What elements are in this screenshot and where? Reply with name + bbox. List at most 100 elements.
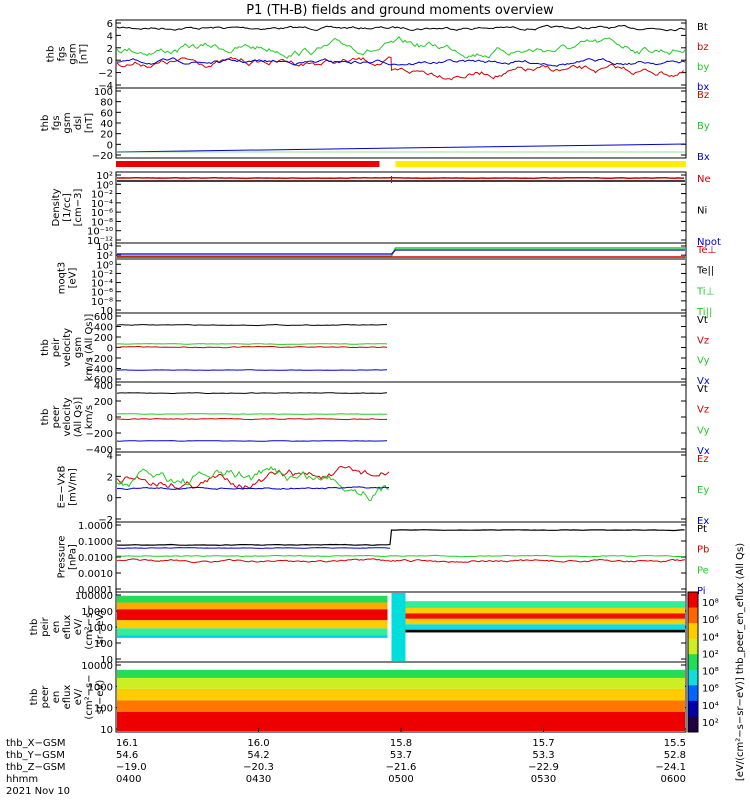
y-axis-label: thb (40, 339, 51, 356)
y-tick-label: 10⁻⁴ (91, 279, 113, 290)
y-tick-label: 0.0001 (78, 585, 113, 596)
colorbar-swatch (688, 716, 698, 733)
colorbar-swatch (688, 685, 698, 702)
y-axis-label: [nT] (79, 44, 90, 64)
spectro-band (117, 677, 685, 689)
mode-bar (116, 161, 686, 167)
colorbar-swatch (688, 638, 698, 655)
y-tick-label: 20 (100, 130, 113, 141)
y-tick-label: 10⁻⁴ (91, 199, 113, 210)
spectro-band (117, 602, 388, 610)
panel-temp-traces (117, 247, 685, 260)
y-axis-label: [nT] (84, 113, 95, 133)
legend-pt: Pt (697, 524, 707, 535)
y-axis-label: thb (40, 115, 51, 132)
panel-frame (115, 521, 687, 593)
y-tick-label: 10⁻⁶ (91, 288, 113, 299)
x-row-label: thb_Z−GSM (6, 762, 66, 773)
series-bx (117, 57, 686, 67)
y-tick-label: 400 (94, 323, 113, 334)
legend-bt: Bt (697, 22, 708, 33)
series-tiperp (117, 249, 685, 255)
y-tick-label: 10000 (81, 661, 113, 672)
legend-vz: Vz (697, 335, 709, 346)
panel-fgs-dsl-traces (116, 143, 686, 153)
y-tick-label: 100 (94, 704, 113, 715)
y-tick-label: 10⁻² (91, 190, 113, 201)
y-axis-label: eflux (62, 615, 73, 640)
colorbar-tick-label: 10² (702, 649, 719, 660)
spectrogram-peir (117, 593, 685, 661)
y-axis-label: km/s (All Qs)] (84, 314, 95, 382)
legend-pe: Pe (697, 565, 709, 576)
series-bt (116, 24, 686, 32)
spectro-band (405, 613, 685, 619)
y-tick-label: 400 (94, 381, 113, 392)
y-tick-label: 10⁰ (96, 180, 113, 191)
y-axis-label: gsm (68, 43, 79, 64)
y-tick-label: 0 (107, 140, 113, 151)
y-axis-label: peer (51, 405, 62, 429)
panel-peer-vel-traces (116, 392, 388, 442)
legend-pb: Pb (697, 545, 709, 556)
legend-te||: Te|| (696, 266, 714, 277)
x-tick-hhmm: 0400 (116, 774, 141, 785)
spectro-band (405, 607, 685, 614)
series-vz-peir (116, 345, 388, 349)
y-axis-label: [mV/m] (68, 468, 79, 506)
y-tick-label: −200 (86, 354, 113, 365)
x-tick-y-gsm: 54.6 (116, 750, 138, 761)
legend-vy: Vy (697, 356, 710, 367)
series-vz-peer (116, 417, 387, 421)
panel-pressure: 1.0000 0.1000 0.0100 0.0010 0.0001 Pressure [n… (57, 521, 710, 597)
y-axis-label: [nPa] (68, 544, 79, 570)
y-axis-label: sr−eV) (95, 680, 106, 715)
legend-bx: Bx (697, 152, 710, 163)
panel-fgs-traces (116, 24, 686, 81)
colorbar-tick-label: 10⁴ (702, 632, 719, 643)
series-vy-peir (117, 343, 388, 345)
x-tick-hhmm: 0430 (246, 774, 271, 785)
y-axis-label: km/s (84, 405, 95, 429)
y-tick-label: 10 (100, 306, 113, 317)
series-vx-peer (116, 440, 388, 442)
legend-ez: Ez (697, 454, 709, 465)
series-ez (116, 465, 390, 490)
panel-frame (115, 451, 687, 523)
y-axis-label: velocity (62, 397, 73, 436)
y-tick-label: 4 (107, 451, 113, 462)
y-axis-label: (cm²−s− (84, 604, 95, 649)
colorbar-label: [eV/(cm²−s−sr−eV)] thb_peer_en_eflux (Al… (735, 543, 746, 781)
spectro-band (405, 624, 685, 630)
y-axis-label: fgs (51, 115, 62, 130)
y-axis-label: Pressure (57, 536, 68, 579)
y-tick-label: 0.0010 (78, 569, 113, 580)
y-tick-label: 10 (100, 655, 113, 666)
y-axis-label: [cm−3] (73, 189, 84, 227)
spectro-band (405, 601, 685, 608)
y-tick-label: 100 (94, 639, 113, 650)
legend-vz: Vz (697, 405, 709, 416)
colorbar-swatch (688, 669, 698, 686)
legend-bz: bz (697, 42, 709, 53)
series-vt-peir (116, 323, 387, 327)
spectro-band (117, 669, 685, 678)
y-tick-label: −20 (92, 151, 113, 162)
x-tick-x-gsm: 16.0 (247, 738, 269, 749)
y-axis-label: fgs (57, 46, 68, 61)
y-tick-label: 200 (94, 333, 113, 344)
y-tick-label: 4 (107, 31, 113, 42)
y-tick-label: −2 (98, 515, 113, 526)
y-tick-label: 0.1000 (78, 537, 113, 548)
legend-by: by (697, 62, 709, 73)
y-tick-label: 60 (100, 108, 113, 119)
colorbar-tick-label: 10⁸ (702, 667, 719, 678)
series-vt-peer (116, 392, 388, 394)
x-tick-x-gsm: 15.8 (390, 738, 412, 749)
y-tick-label: 0 (107, 344, 113, 355)
y-tick-label: −2 (98, 69, 113, 80)
series-tipar (117, 247, 685, 257)
panel-peir-vel-traces (116, 323, 388, 371)
